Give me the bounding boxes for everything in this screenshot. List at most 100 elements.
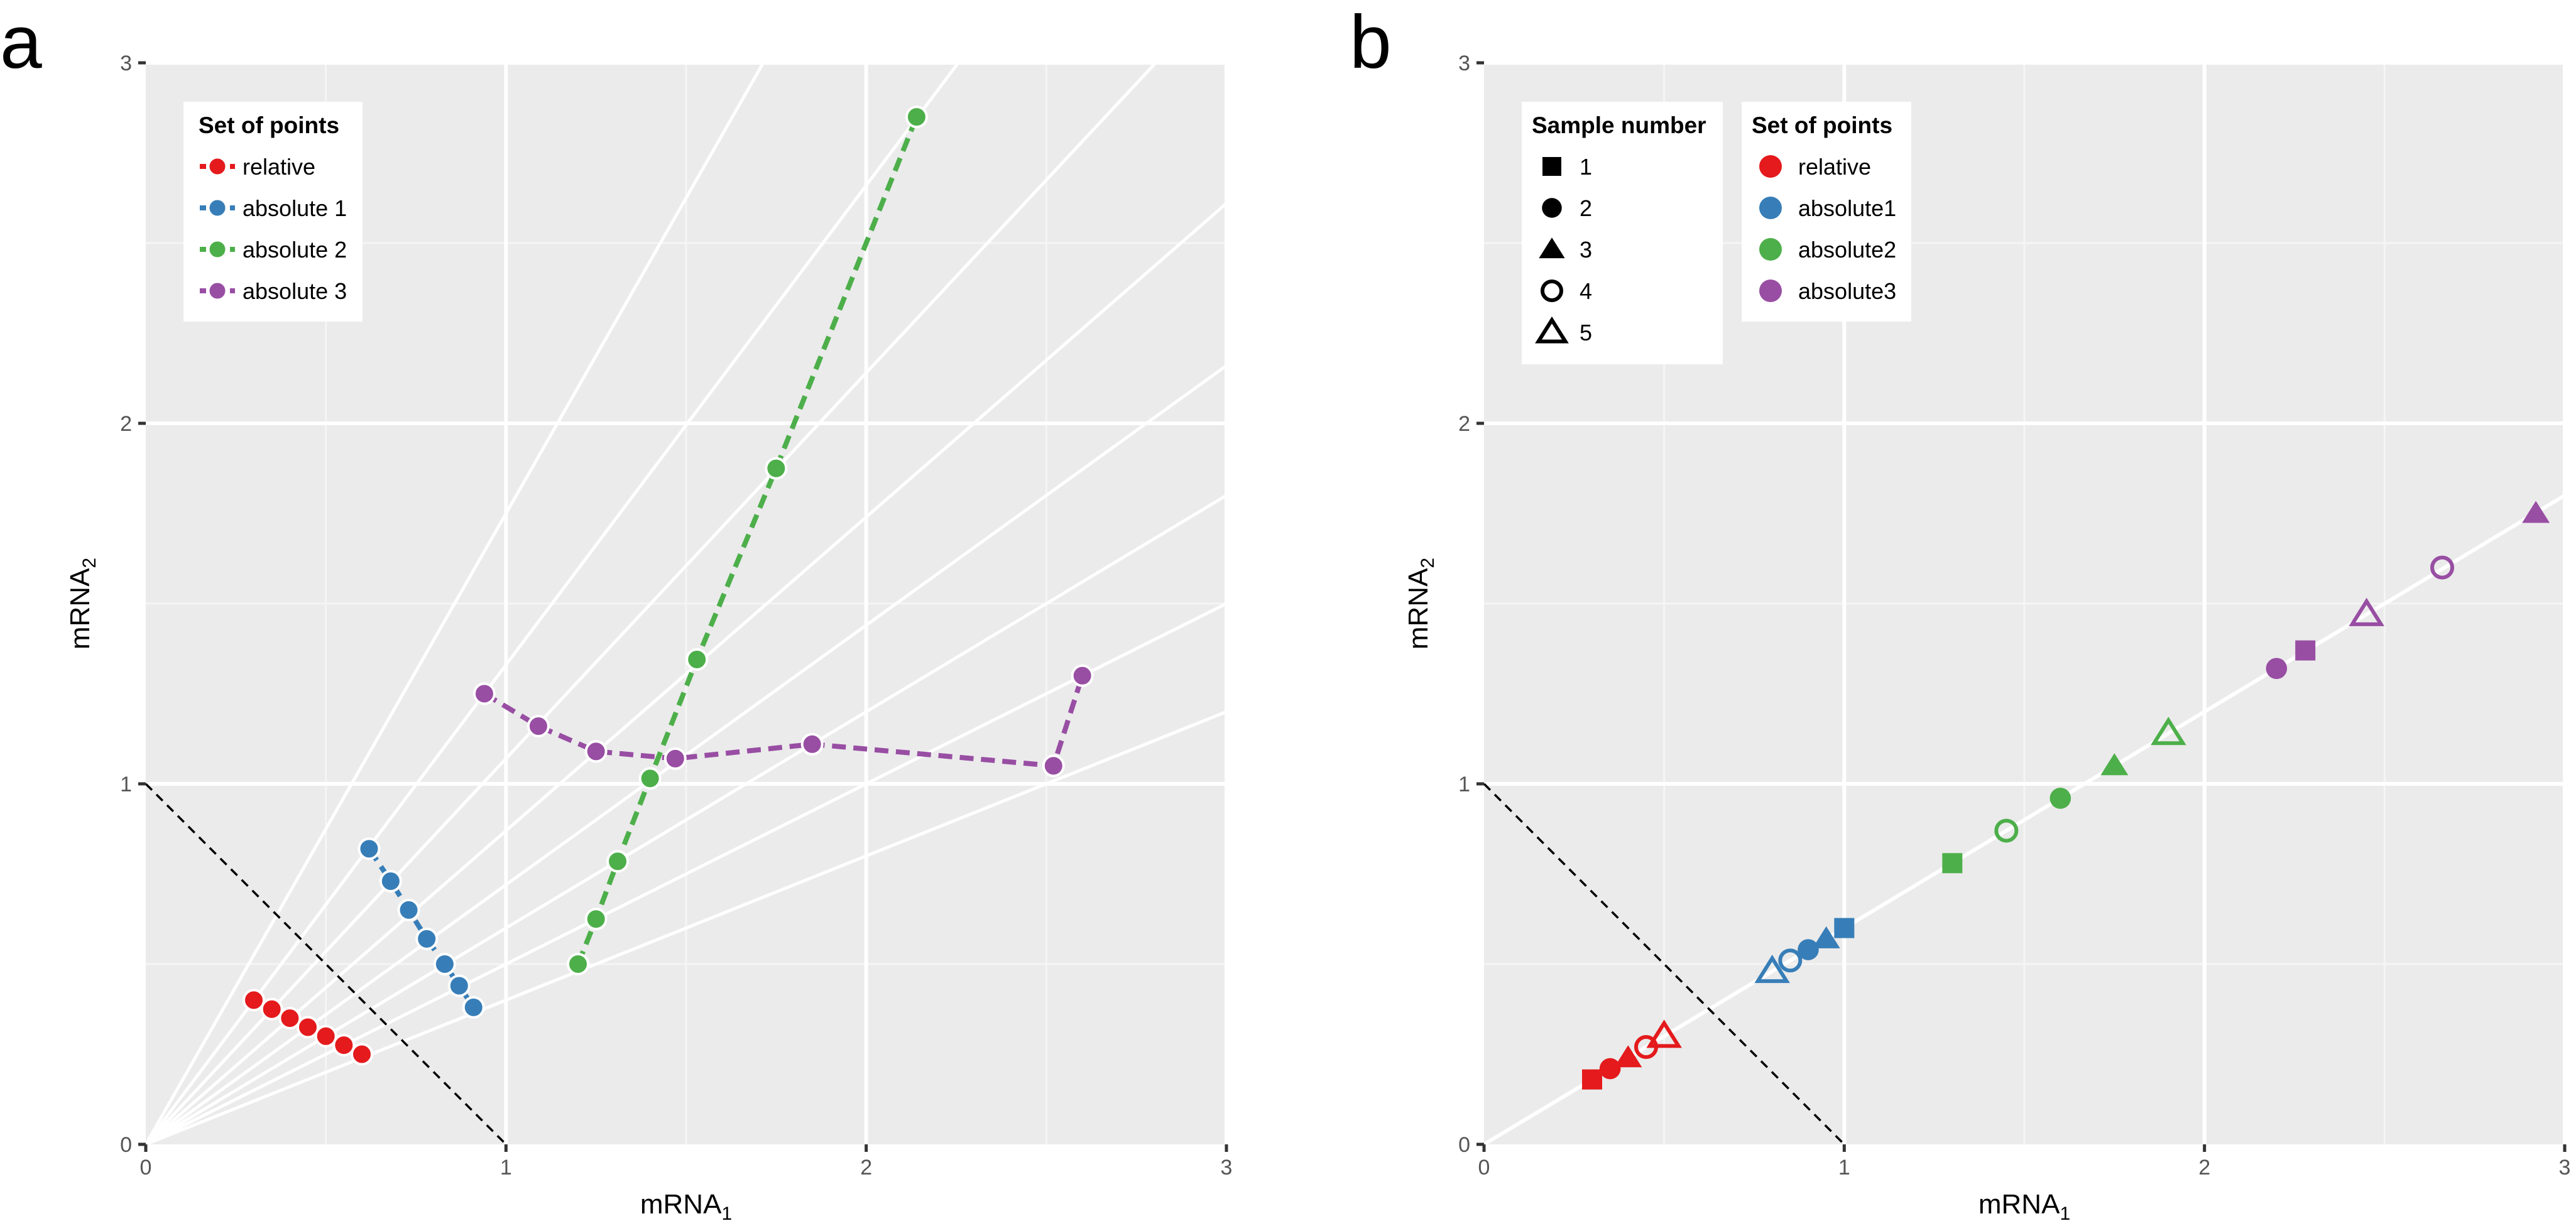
data-point: [314, 1024, 337, 1048]
legend-label: absolute 3: [243, 278, 347, 304]
x-tick-label: 2: [2198, 1156, 2210, 1180]
legend-label: 4: [1580, 278, 1592, 304]
legend-key-point: [1759, 197, 1782, 219]
data-point: [567, 953, 589, 975]
data-point: [606, 850, 630, 873]
legend-key-square: [1542, 157, 1561, 176]
data-points: [243, 106, 1094, 1066]
legend-key-point: [207, 198, 227, 218]
y-tick-label: 0: [1458, 1133, 1470, 1157]
data-point: [351, 1043, 373, 1066]
legend-key-circle: [1542, 198, 1562, 218]
legend-label: 1: [1580, 154, 1592, 180]
data-point: [2295, 640, 2316, 661]
data-point: [685, 648, 709, 671]
data-point: [332, 1034, 356, 1057]
data-point: [2266, 658, 2288, 680]
y-tick-label: 2: [1458, 412, 1470, 436]
y-axis-title: mRNA2: [1403, 558, 1438, 649]
x-axis-subscript: 1: [721, 1203, 732, 1224]
data-point: [1754, 955, 1790, 984]
y-tick-label: 1: [1458, 773, 1470, 796]
data-point: [2151, 717, 2186, 746]
reference-ray: [146, 63, 961, 1144]
panel-b: 0 1 2 3 0 1 2 3 mRNA1 mRNA2 b Sample number 1 2 3 4 5 Set…: [1350, 0, 2571, 1224]
data-point: [2522, 501, 2550, 523]
y-axis-subscript: 2: [79, 558, 100, 568]
data-point: [800, 732, 824, 756]
legend-label: relative: [1798, 154, 1871, 180]
y-tick-label: 3: [1458, 52, 1470, 75]
data-point: [905, 106, 928, 129]
data-point: [472, 682, 496, 705]
legend-box: [1522, 102, 1723, 364]
legend-sample-number: Sample number 1 2 3 4 5: [1522, 102, 1723, 364]
panel-a: 0 1 2 3 0 1 2 3 mRNA1 mRNA2 a Set of points relative…: [0, 0, 1232, 1224]
data-points: [1582, 501, 2550, 1090]
reference-ray: [146, 710, 1226, 1144]
data-point: [1071, 664, 1094, 687]
y-axis-title: mRNA2: [65, 558, 100, 649]
x-tick-label: 0: [140, 1156, 152, 1180]
legend-key-point: [207, 281, 227, 301]
x-tick-label: 3: [2559, 1156, 2571, 1180]
legend-label: absolute2: [1798, 237, 1896, 263]
legend-key-triangle: [1539, 237, 1565, 259]
legend-set-of-points: Set of points relative absolute1 absolute2 a…: [1742, 102, 1911, 322]
data-point: [462, 995, 485, 1019]
y-tick-label: 3: [120, 52, 132, 75]
legend-label: absolute 2: [243, 237, 347, 263]
legend-label: absolute3: [1798, 278, 1896, 304]
data-point: [638, 767, 662, 790]
data-point: [243, 989, 265, 1012]
y-tick-label: 0: [120, 1133, 132, 1157]
data-point: [379, 869, 402, 892]
x-axis-subscript: 1: [2060, 1203, 2070, 1224]
data-point: [1778, 948, 1803, 973]
legend-label: absolute 1: [243, 195, 347, 221]
legend-title: Sample number: [1532, 112, 1706, 138]
data-point: [765, 457, 788, 480]
data-point: [1994, 818, 2019, 843]
x-axis-title: mRNA1: [640, 1189, 732, 1224]
legend-key-point: [1759, 279, 1782, 302]
legend-label: absolute1: [1798, 195, 1896, 221]
data-point: [2430, 555, 2455, 580]
data-point: [527, 715, 550, 738]
data-point: [2100, 753, 2129, 776]
data-point: [663, 747, 687, 770]
data-point: [2049, 788, 2071, 809]
data-point: [397, 898, 420, 921]
legend: Set of points relative absolute 1 absolute …: [183, 102, 363, 322]
data-point: [2349, 597, 2384, 626]
legend-key-point: [207, 239, 227, 259]
data-point: [447, 974, 471, 997]
y-axis-subscript: 2: [1417, 558, 1438, 568]
legend-label: relative: [243, 154, 315, 180]
legend-key-point: [1759, 155, 1782, 178]
legend-title: Set of points: [1752, 112, 1892, 138]
data-point: [1812, 926, 1840, 948]
reference-ray: [146, 364, 1226, 1144]
reference-ray: [146, 493, 1226, 1144]
data-point: [260, 997, 283, 1021]
legend-key-open-circle: [1541, 279, 1563, 302]
panel-label: b: [1350, 0, 1392, 84]
dashed-reference-line: [146, 783, 507, 1144]
legend-title: Set of points: [199, 112, 339, 138]
data-point: [297, 1016, 319, 1039]
data-point: [1834, 918, 1855, 938]
legend-key-point: [1759, 238, 1782, 261]
data-point: [1582, 1069, 1602, 1090]
legend-label: 2: [1580, 195, 1592, 221]
data-point: [1942, 853, 1963, 874]
data-point: [1042, 754, 1065, 778]
x-tick-label: 1: [500, 1156, 512, 1180]
dashed-reference-line: [1484, 783, 1845, 1144]
data-point: [433, 953, 456, 975]
reference-ray: [146, 63, 1158, 1144]
data-point: [357, 837, 381, 860]
legend-key-point: [207, 156, 227, 176]
x-tick-label: 2: [860, 1156, 872, 1180]
